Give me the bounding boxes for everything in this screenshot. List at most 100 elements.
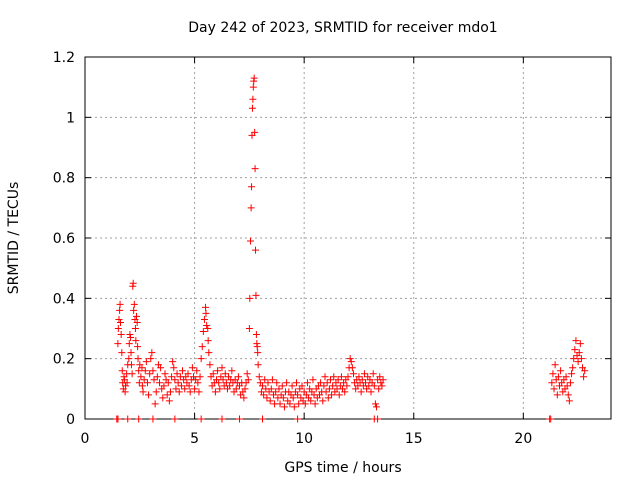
data-point — [249, 83, 257, 91]
y-tick-label: 0.8 — [53, 171, 75, 187]
data-point — [219, 376, 227, 384]
data-point — [549, 370, 557, 378]
data-point — [131, 325, 139, 332]
data-point — [165, 397, 173, 405]
data-point — [170, 364, 178, 372]
data-point — [218, 415, 226, 423]
data-point — [118, 349, 126, 357]
data-point — [211, 388, 219, 396]
data-point — [329, 382, 337, 390]
data-point — [248, 104, 256, 112]
data-point — [324, 394, 332, 402]
data-point — [252, 246, 260, 254]
data-point — [301, 400, 309, 408]
data-point — [143, 379, 151, 387]
data-point — [145, 391, 153, 399]
data-point — [194, 379, 202, 387]
data-point — [117, 318, 125, 326]
tick-labels: 0 0.2 0.4 0.6 0.8 1 1.2 0 5 10 15 20 — [53, 50, 533, 447]
y-tick-label: 0.6 — [53, 231, 75, 247]
data-point — [141, 367, 149, 375]
data-point — [134, 355, 142, 363]
data-point — [137, 373, 145, 381]
data-point — [328, 391, 336, 399]
data-point — [581, 367, 589, 375]
data-point — [202, 309, 210, 317]
data-point — [334, 376, 342, 384]
data-point — [204, 325, 212, 332]
data-point — [371, 400, 379, 408]
data-point — [156, 379, 164, 387]
data-point — [272, 388, 280, 396]
y-tick-label: 0 — [66, 412, 75, 428]
data-point — [146, 370, 154, 378]
data-point — [379, 376, 387, 384]
data-point — [246, 294, 254, 302]
data-point — [252, 291, 260, 299]
data-point — [294, 391, 302, 399]
data-point — [185, 382, 193, 390]
data-point — [161, 370, 169, 378]
data-point — [372, 403, 380, 411]
data-point — [205, 349, 213, 357]
data-point — [292, 379, 300, 387]
data-point — [179, 367, 187, 375]
data-point — [358, 376, 366, 384]
data-point — [226, 382, 234, 390]
data-point — [245, 325, 253, 332]
data-point — [152, 388, 160, 396]
data-point — [142, 358, 150, 366]
data-point — [576, 340, 584, 348]
data-point — [134, 343, 142, 351]
data-point — [580, 373, 588, 381]
y-axis-label: SRMTID / TECUs — [6, 182, 22, 295]
chart-title: Day 242 of 2023, SRMTID for receiver mdo… — [188, 20, 497, 36]
data-point — [116, 306, 124, 314]
data-point — [562, 373, 570, 381]
data-point — [348, 364, 356, 372]
data-point — [566, 379, 574, 387]
data-point — [251, 165, 259, 173]
x-tick-label: 20 — [514, 431, 532, 447]
data-point — [240, 394, 248, 402]
data-point — [557, 367, 565, 375]
data-point — [290, 403, 298, 411]
data-point — [116, 300, 124, 308]
data-point — [367, 388, 375, 396]
data-point — [173, 370, 181, 378]
data-point — [547, 415, 555, 423]
data-point — [150, 376, 158, 384]
data-point — [169, 358, 177, 366]
data-point — [130, 300, 138, 308]
data-point — [164, 379, 172, 387]
data-point — [133, 318, 141, 326]
data-point — [279, 394, 287, 402]
data-point — [251, 128, 259, 136]
data-point — [196, 373, 204, 381]
data-point — [565, 397, 573, 405]
data-point — [132, 337, 140, 345]
data-point — [127, 349, 135, 357]
data-point — [347, 358, 355, 366]
data-point — [200, 315, 208, 323]
data-point — [175, 388, 183, 396]
data-point — [288, 382, 296, 390]
data-point — [343, 382, 351, 390]
data-point — [330, 373, 338, 381]
data-points — [113, 74, 589, 423]
x-axis-label: GPS time / hours — [284, 460, 401, 476]
data-point — [138, 382, 146, 390]
data-point — [266, 397, 274, 405]
data-point — [123, 379, 131, 387]
data-point — [117, 331, 125, 339]
data-point — [564, 391, 572, 399]
data-point — [323, 379, 331, 387]
data-point — [121, 388, 129, 396]
data-point — [309, 376, 317, 384]
data-point — [184, 370, 192, 378]
data-point — [260, 391, 268, 399]
data-point — [197, 355, 205, 363]
data-point — [191, 385, 199, 393]
data-point — [236, 415, 244, 423]
data-point — [273, 379, 281, 387]
